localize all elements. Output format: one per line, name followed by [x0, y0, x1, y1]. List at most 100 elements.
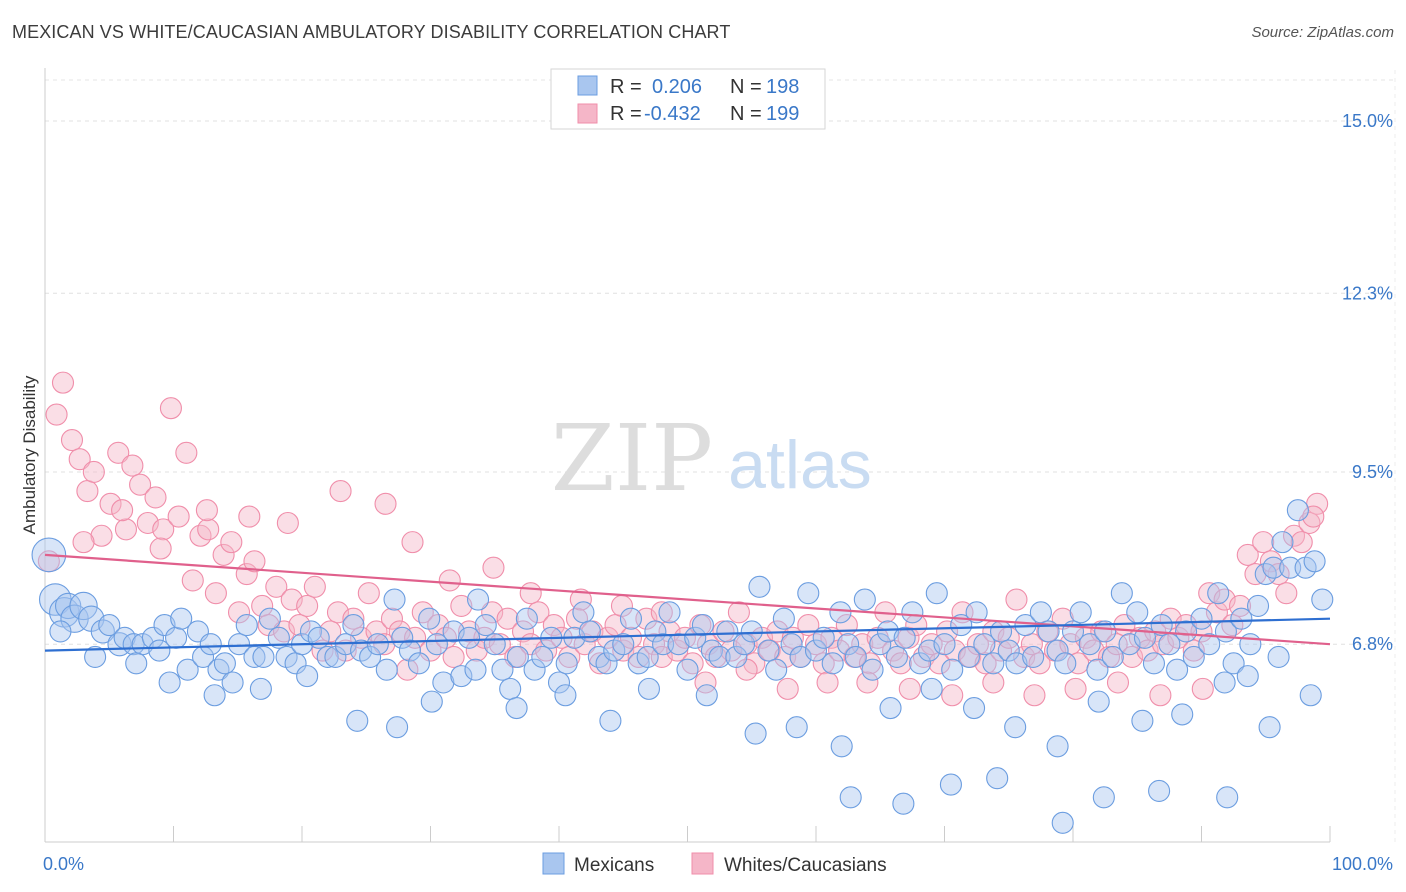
data-point-mexicans	[235, 614, 258, 637]
data-point-mexicans	[695, 684, 718, 707]
data-point-mexicans	[346, 709, 369, 732]
data-point-mexicans	[830, 735, 853, 758]
data-point-whites	[627, 645, 650, 669]
data-point-whites	[60, 428, 84, 452]
data-point-mexicans	[829, 601, 852, 624]
data-point-whites	[373, 633, 396, 656]
data-point-mexicans	[1166, 658, 1189, 681]
bottom-legend-swatch-whites	[691, 852, 714, 875]
data-point-whites	[195, 499, 218, 522]
grid-lines	[45, 70, 1396, 842]
legend-swatch-whites	[577, 103, 598, 124]
data-point-mexicans	[474, 614, 497, 637]
trend-lines	[44, 553, 1331, 652]
data-point-whites	[589, 652, 612, 675]
data-point-mexicans	[748, 575, 771, 598]
data-point-mexicans	[879, 696, 902, 720]
data-point-mexicans	[203, 684, 226, 707]
legend-r-label: R =	[610, 76, 642, 98]
data-point-mexicans	[199, 633, 222, 656]
data-point-mexicans	[483, 633, 506, 656]
data-point-mexicans	[227, 633, 251, 656]
data-point-mexicans	[457, 626, 481, 649]
data-point-whites	[265, 575, 288, 598]
y-tick-label: 12.3%	[1342, 283, 1393, 303]
data-point-whites	[1298, 511, 1321, 535]
data-point-whites	[51, 371, 75, 394]
data-point-mexicans	[366, 633, 389, 656]
watermark-zip: ZIP	[551, 405, 713, 512]
data-point-mexicans	[708, 645, 731, 669]
data-point-mexicans	[307, 626, 330, 649]
data-point-mexicans	[213, 652, 236, 675]
legend-n-value-whites: 199	[766, 103, 799, 125]
data-point-mexicans	[637, 677, 661, 700]
legend-swatch-mexicans	[577, 75, 598, 96]
legend-r-value-mexicans: 0.206	[652, 76, 702, 98]
data-point-mexicans	[207, 658, 230, 681]
y-tick-label: 6.8%	[1352, 634, 1393, 654]
data-point-whites	[45, 403, 68, 426]
data-point-whites	[812, 652, 835, 675]
data-point-mexicans	[1054, 652, 1077, 675]
data-point-mexicans	[1094, 620, 1117, 643]
data-point-mexicans	[1171, 703, 1194, 726]
data-point-mexicans	[252, 645, 275, 669]
data-point-whites	[1028, 652, 1051, 675]
data-point-whites	[82, 460, 105, 484]
data-point-mexicans	[1267, 645, 1290, 669]
data-point-mexicans	[420, 690, 443, 713]
y-tick-label: 15.0%	[1342, 111, 1393, 131]
data-point-mexicans	[98, 614, 121, 637]
data-point-whites	[329, 480, 352, 503]
data-point-whites	[357, 582, 380, 605]
data-point-whites	[774, 645, 797, 669]
data-point-mexicans	[158, 671, 181, 694]
data-point-mexicans	[1182, 645, 1205, 669]
data-point-whites	[941, 684, 964, 707]
data-point-mexicans	[1198, 633, 1221, 656]
data-point-mexicans	[691, 614, 714, 637]
data-point-mexicans	[772, 607, 795, 630]
data-point-mexicans	[1190, 607, 1213, 630]
data-point-whites	[666, 639, 689, 662]
data-point-mexicans	[1279, 556, 1302, 579]
data-point-mexicans	[1101, 645, 1124, 669]
data-point-whites	[159, 397, 182, 420]
data-point-mexicans	[797, 582, 820, 605]
y-axis-label: Ambulatory Disability	[20, 375, 39, 534]
data-point-whites	[152, 518, 175, 541]
data-point-whites	[442, 645, 465, 669]
trend-line-mexicans	[44, 617, 1331, 652]
data-point-mexicans	[933, 633, 956, 656]
data-point-mexicans	[941, 658, 964, 681]
data-point-mexicans	[1303, 550, 1326, 573]
data-point-mexicans	[125, 652, 148, 675]
data-point-mexicans	[555, 652, 578, 675]
data-point-whites	[334, 639, 357, 662]
data-point-mexicans	[554, 684, 577, 707]
data-point-whites	[144, 486, 167, 509]
data-point-mexicans	[1046, 735, 1069, 758]
chart-title: MEXICAN VS WHITE/CAUCASIAN AMBULATORY DI…	[12, 22, 731, 42]
data-point-whites	[1023, 684, 1046, 707]
data-point-mexicans	[676, 658, 699, 681]
data-point-mexicans	[170, 607, 193, 630]
data-point-mexicans	[391, 626, 414, 649]
data-point-mexicans	[667, 633, 690, 656]
data-point-mexicans	[506, 645, 529, 669]
data-point-mexicans	[1207, 582, 1230, 605]
data-point-mexicans	[939, 773, 962, 796]
data-point-mexicans	[425, 633, 448, 656]
data-point-mexicans	[1046, 639, 1069, 662]
data-point-mexicans	[1069, 601, 1092, 624]
data-point-mexicans	[1286, 499, 1309, 522]
data-point-mexicans	[986, 767, 1009, 790]
data-point-mexicans	[84, 645, 107, 669]
data-point-mexicans	[69, 591, 98, 621]
data-point-mexicans	[258, 607, 281, 630]
data-point-mexicans	[1216, 786, 1239, 809]
data-point-whites	[303, 575, 326, 598]
data-point-mexicans	[893, 626, 916, 649]
data-point-mexicans	[1078, 633, 1101, 656]
